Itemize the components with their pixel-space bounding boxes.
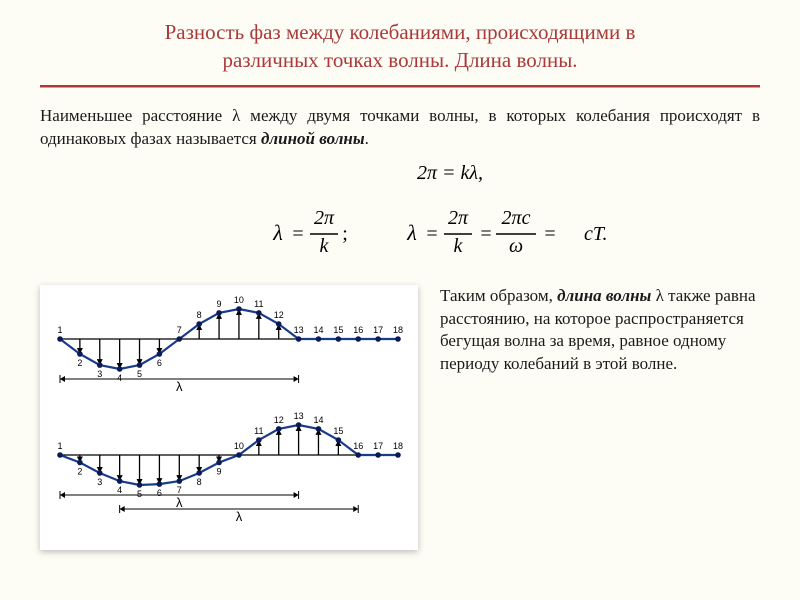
- svg-text:7: 7: [177, 485, 182, 495]
- svg-text:8: 8: [197, 477, 202, 487]
- wave-chart-svg: 123456789101112131415161718λ123456789101…: [46, 291, 412, 539]
- svg-text:4: 4: [117, 485, 122, 495]
- svg-text:11: 11: [254, 426, 263, 436]
- svg-text:5: 5: [137, 369, 142, 379]
- svg-text:1: 1: [57, 325, 62, 335]
- formula-block: 2π = kλ, λ = 2π k; λ = 2π k = 2πc ω = cT.: [40, 161, 760, 271]
- svg-text:12: 12: [274, 310, 284, 320]
- definition-paragraph: Наименьшее расстояние λ между двумя точк…: [40, 105, 760, 151]
- svg-text:3: 3: [97, 477, 102, 487]
- svg-text:13: 13: [294, 325, 304, 335]
- svg-text:6: 6: [157, 358, 162, 368]
- svg-text:7: 7: [177, 325, 182, 335]
- svg-text:13: 13: [294, 411, 304, 421]
- wave-chart-panel: 123456789101112131415161718λ123456789101…: [40, 285, 418, 550]
- svg-text:2π: 2π: [448, 207, 469, 229]
- svg-text:6: 6: [157, 488, 162, 498]
- svg-text:10: 10: [234, 295, 244, 305]
- svg-text:4: 4: [117, 373, 122, 383]
- title-underline: [40, 85, 760, 87]
- svg-text:17: 17: [373, 441, 383, 451]
- svg-text:8: 8: [197, 310, 202, 320]
- svg-text:14: 14: [313, 325, 323, 335]
- svg-text:k: k: [454, 235, 464, 257]
- svg-text:3: 3: [97, 369, 102, 379]
- svg-text:18: 18: [393, 441, 403, 451]
- side-text-a: Таким образом,: [440, 286, 557, 305]
- svg-text:11: 11: [254, 298, 263, 308]
- svg-text:k: k: [320, 235, 330, 257]
- svg-text:12: 12: [274, 414, 284, 424]
- definition-text-post: .: [365, 129, 369, 148]
- svg-text:17: 17: [373, 325, 383, 335]
- svg-text:=: =: [292, 223, 303, 245]
- side-paragraph: Таким образом, длина волны λ также равна…: [440, 285, 760, 377]
- definition-text-pre: Наименьшее расстояние λ между двумя точк…: [40, 106, 760, 148]
- svg-text:ω: ω: [509, 235, 523, 257]
- side-term: длина волны: [557, 286, 651, 305]
- svg-text:15: 15: [333, 426, 343, 436]
- svg-text:λ: λ: [272, 220, 283, 245]
- svg-text:16: 16: [353, 325, 363, 335]
- svg-text:λ: λ: [176, 495, 183, 510]
- svg-text:15: 15: [333, 325, 343, 335]
- svg-text:1: 1: [57, 441, 62, 451]
- svg-text:2π = kλ,: 2π = kλ,: [417, 162, 483, 184]
- svg-text:2: 2: [77, 466, 82, 476]
- svg-text:2: 2: [77, 358, 82, 368]
- svg-text:=: =: [480, 223, 491, 245]
- svg-text:14: 14: [313, 414, 323, 424]
- svg-text:16: 16: [353, 441, 363, 451]
- page-title: Разность фаз между колебаниями, происход…: [40, 18, 760, 75]
- svg-text:=: =: [544, 223, 555, 245]
- svg-text:λ: λ: [176, 379, 183, 394]
- svg-text:2π: 2π: [314, 207, 335, 229]
- svg-text:λ: λ: [236, 509, 243, 524]
- svg-text:cT.: cT.: [584, 223, 608, 245]
- svg-text:9: 9: [217, 466, 222, 476]
- title-line-2: различных точках волны. Длина волны.: [222, 48, 577, 72]
- definition-term: длиной волны: [261, 129, 365, 148]
- svg-text:9: 9: [217, 298, 222, 308]
- svg-text:2πc: 2πc: [502, 207, 531, 229]
- svg-text:λ: λ: [406, 220, 417, 245]
- svg-text:5: 5: [137, 489, 142, 499]
- formula-svg: 2π = kλ, λ = 2π k; λ = 2π k = 2πc ω = cT.: [190, 161, 610, 271]
- svg-text:;: ;: [342, 223, 348, 245]
- svg-text:=: =: [426, 223, 437, 245]
- svg-text:18: 18: [393, 325, 403, 335]
- svg-text:10: 10: [234, 441, 244, 451]
- title-line-1: Разность фаз между колебаниями, происход…: [165, 20, 636, 44]
